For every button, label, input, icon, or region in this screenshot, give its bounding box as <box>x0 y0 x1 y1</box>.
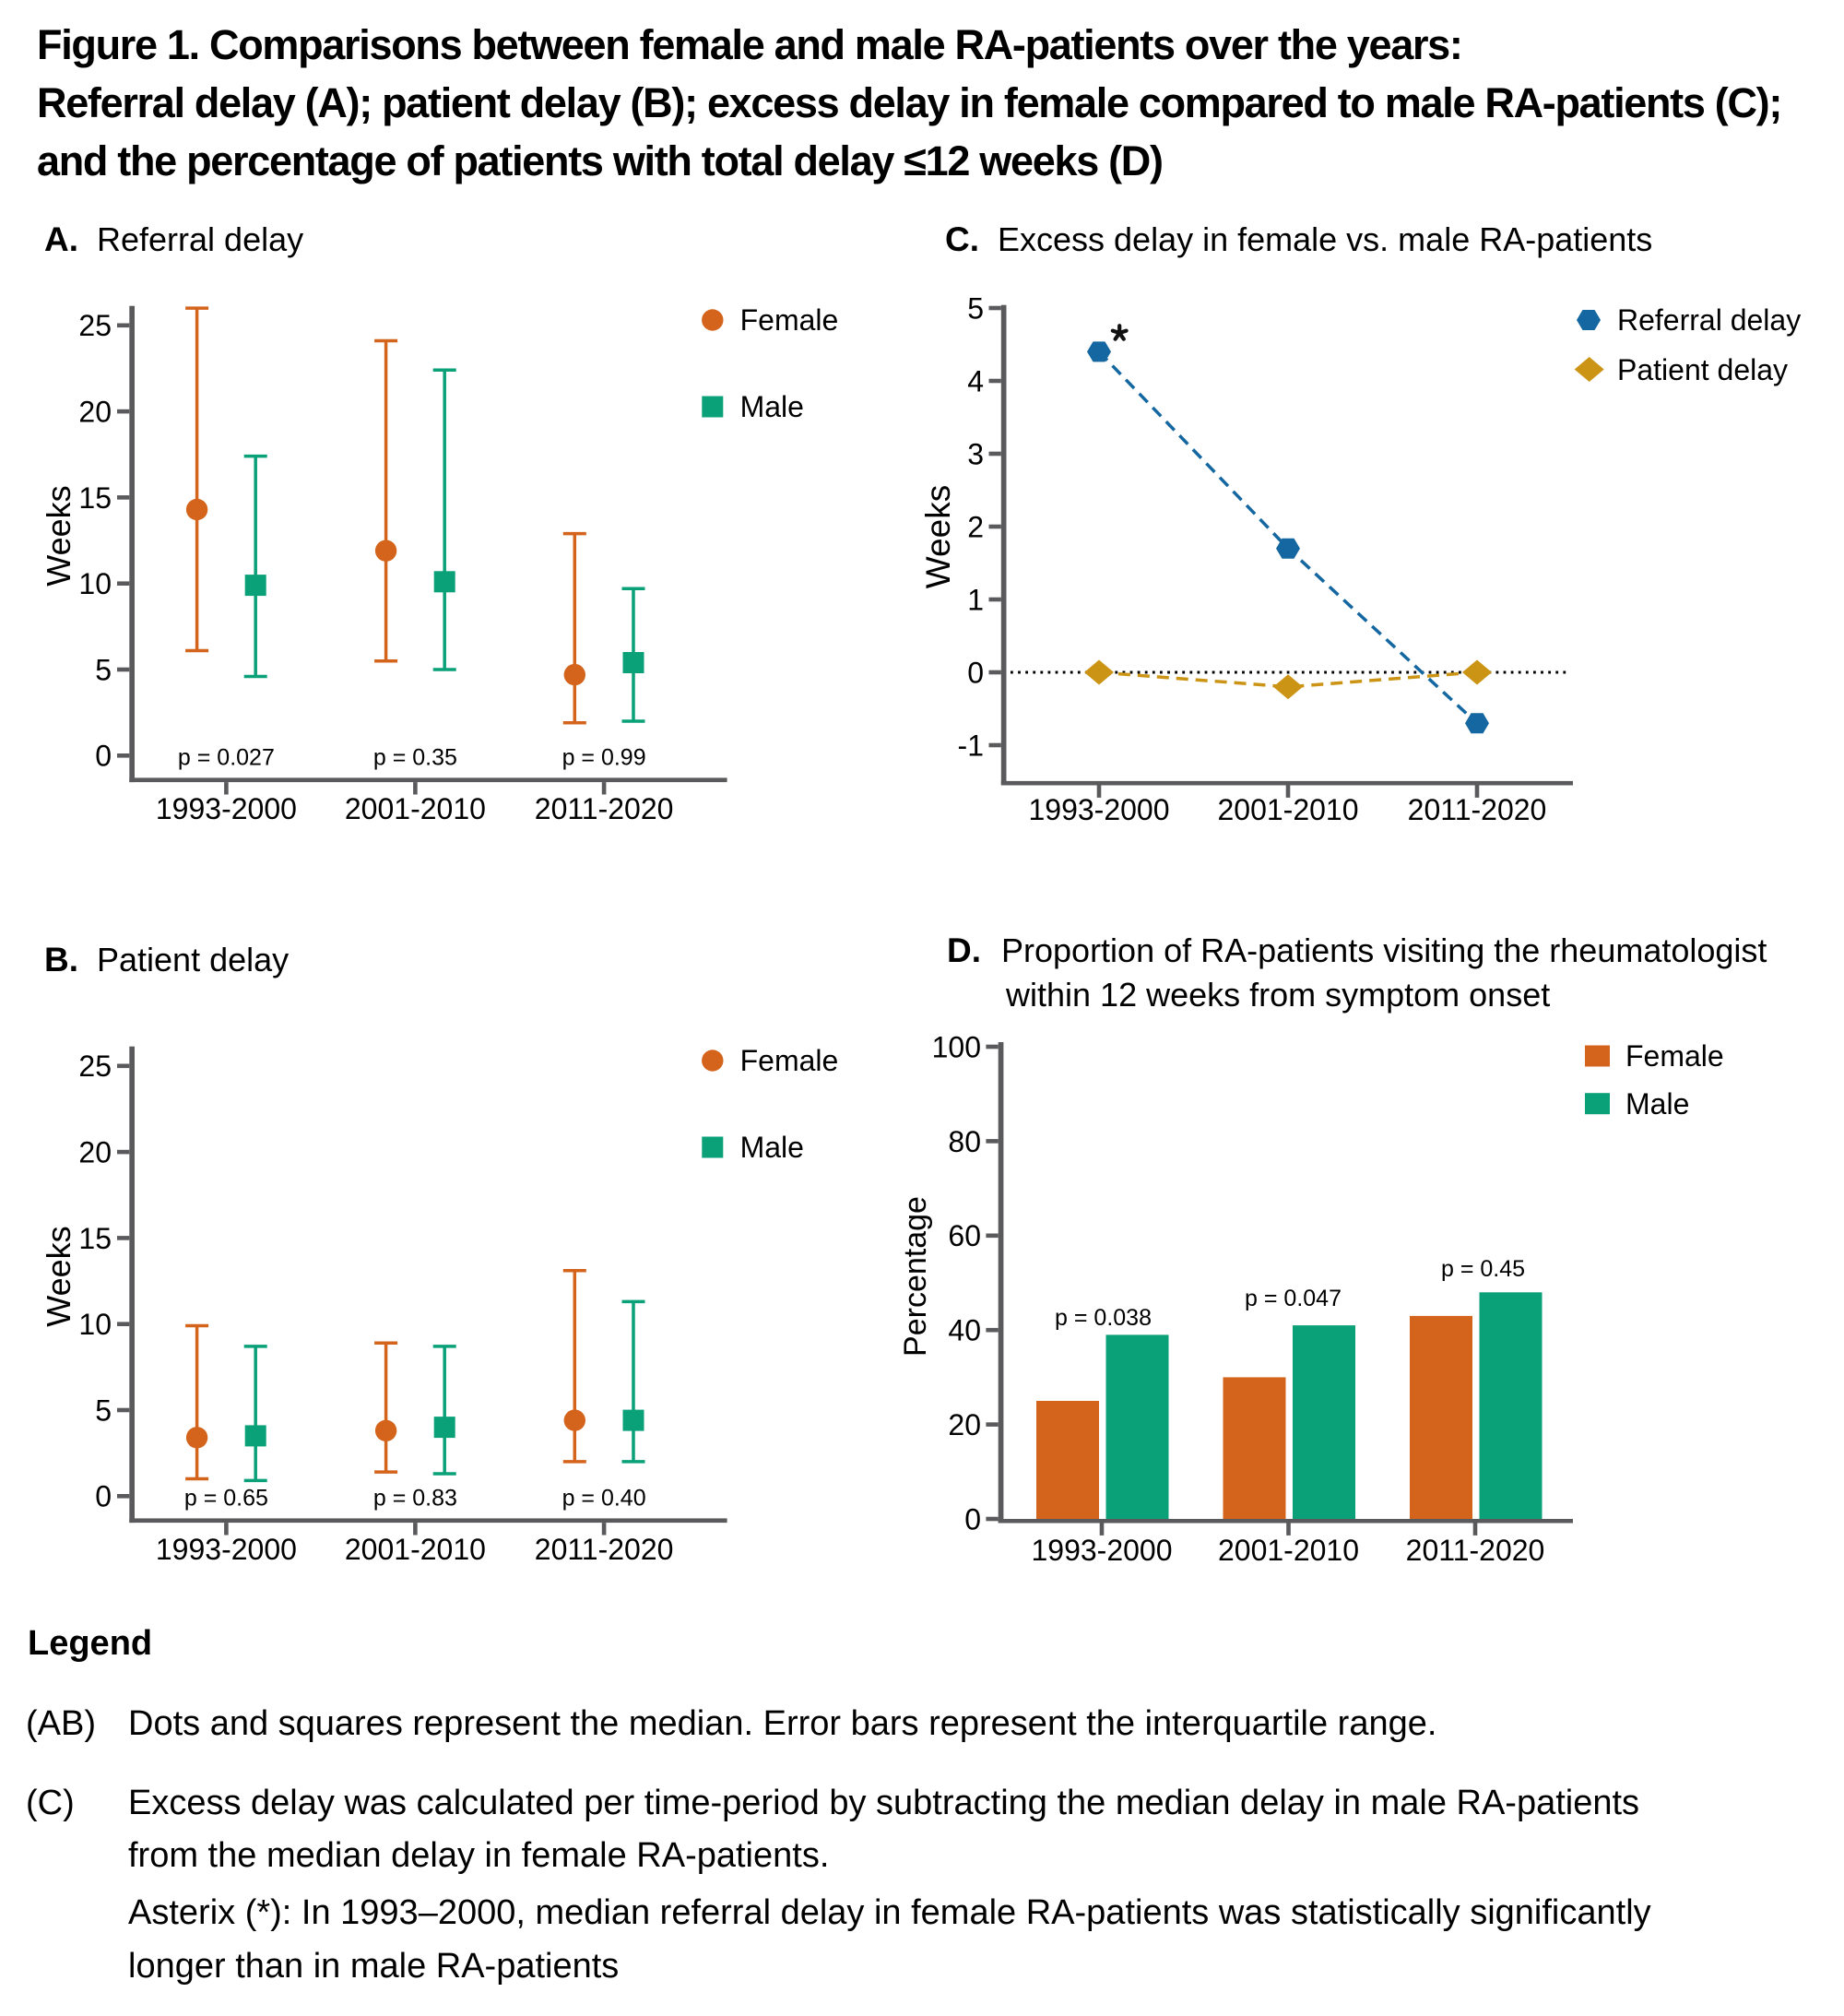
svg-text:Female: Female <box>740 1044 839 1077</box>
svg-text:15: 15 <box>78 1222 112 1255</box>
svg-text:Male: Male <box>1625 1087 1689 1121</box>
svg-text:0: 0 <box>95 1480 112 1513</box>
svg-text:p = 0.65: p = 0.65 <box>184 1486 268 1512</box>
svg-text:1993-2000: 1993-2000 <box>1031 1534 1172 1567</box>
svg-text:Patient delay: Patient delay <box>1617 353 1788 386</box>
svg-text:Proportion of RA-patients visi: Proportion of RA-patients visiting the r… <box>1001 931 1767 969</box>
svg-text:(AB): (AB) <box>26 1704 96 1743</box>
svg-text:Male: Male <box>740 390 804 423</box>
svg-text:40: 40 <box>948 1314 981 1347</box>
svg-text:5: 5 <box>95 653 112 686</box>
svg-text:Female: Female <box>740 303 839 337</box>
svg-text:Male: Male <box>740 1131 804 1164</box>
svg-text:Referral delay: Referral delay <box>1617 303 1801 337</box>
svg-text:0: 0 <box>964 1502 981 1536</box>
svg-text:Weeks: Weeks <box>40 485 77 586</box>
svg-text:20: 20 <box>78 396 112 429</box>
svg-text:p = 0.35: p = 0.35 <box>373 745 457 771</box>
svg-text:0: 0 <box>95 740 112 773</box>
svg-text:2: 2 <box>967 510 984 543</box>
svg-text:5: 5 <box>95 1393 112 1427</box>
svg-text:25: 25 <box>78 1050 112 1083</box>
svg-text:25: 25 <box>78 309 112 342</box>
svg-text:p = 0.99: p = 0.99 <box>562 745 646 771</box>
svg-text:2001-2010: 2001-2010 <box>345 792 486 825</box>
svg-text:2011-2020: 2011-2020 <box>535 792 674 825</box>
svg-text:(C): (C) <box>26 1784 75 1822</box>
svg-text:1993-2000: 1993-2000 <box>156 792 297 825</box>
svg-text:Referral delay: Referral delay <box>97 220 303 258</box>
svg-text:p = 0.027: p = 0.027 <box>178 745 275 771</box>
svg-text:20: 20 <box>948 1408 981 1441</box>
svg-text:60: 60 <box>948 1219 981 1252</box>
svg-text:p = 0.047: p = 0.047 <box>1245 1286 1342 1311</box>
svg-text:2001-2010: 2001-2010 <box>1217 793 1358 826</box>
svg-text:Asterix (*): In 1993–2000, med: Asterix (*): In 1993–2000, median referr… <box>128 1893 1651 1932</box>
svg-text:p = 0.83: p = 0.83 <box>373 1486 457 1512</box>
svg-text:D.: D. <box>947 931 981 969</box>
svg-text:Dots and squares represent the: Dots and squares represent the median. E… <box>128 1704 1436 1743</box>
svg-text:1: 1 <box>967 583 984 616</box>
svg-text:1993-2000: 1993-2000 <box>1028 793 1169 826</box>
svg-text:-1: -1 <box>958 729 984 762</box>
svg-text:15: 15 <box>78 481 112 515</box>
svg-text:2001-2010: 2001-2010 <box>1218 1534 1359 1567</box>
svg-text:from the median delay in femal: from the median delay in female RA-patie… <box>128 1836 829 1875</box>
svg-text:Female: Female <box>1625 1039 1724 1073</box>
svg-text:p = 0.038: p = 0.038 <box>1055 1305 1152 1331</box>
svg-text:80: 80 <box>948 1125 981 1158</box>
svg-text:Excess delay in female vs. mal: Excess delay in female vs. male RA-patie… <box>998 220 1652 258</box>
svg-text:2011-2020: 2011-2020 <box>1408 793 1547 826</box>
svg-text:Referral delay (A); patient de: Referral delay (A); patient delay (B); e… <box>37 79 1781 126</box>
svg-text:B.: B. <box>44 941 78 978</box>
svg-text:longer than in male RA-patient: longer than in male RA-patients <box>128 1947 619 1986</box>
svg-text:A.: A. <box>44 220 78 258</box>
svg-text:0: 0 <box>967 656 984 689</box>
svg-text:10: 10 <box>78 567 112 600</box>
svg-text:Percentage: Percentage <box>898 1196 933 1357</box>
svg-text:2001-2010: 2001-2010 <box>345 1533 486 1566</box>
svg-text:2011-2020: 2011-2020 <box>535 1533 674 1566</box>
svg-text:1993-2000: 1993-2000 <box>156 1533 297 1566</box>
svg-text:100: 100 <box>932 1030 981 1063</box>
svg-text:5: 5 <box>967 291 984 325</box>
svg-text:3: 3 <box>967 437 984 470</box>
svg-text:4: 4 <box>967 364 984 397</box>
svg-text:Weeks: Weeks <box>40 1226 77 1326</box>
svg-text:and the percentage of patients: and the percentage of patients with tota… <box>37 137 1163 184</box>
svg-text:Weeks: Weeks <box>919 485 957 588</box>
svg-text:Legend: Legend <box>28 1624 152 1663</box>
svg-text:within 12 weeks from symptom o: within 12 weeks from symptom onset <box>1005 976 1550 1014</box>
svg-text:Patient delay: Patient delay <box>97 941 289 978</box>
svg-text:C.: C. <box>945 220 979 258</box>
svg-text:p = 0.45: p = 0.45 <box>1441 1256 1525 1282</box>
svg-text:2011-2020: 2011-2020 <box>1406 1534 1545 1567</box>
svg-text:Excess delay was calculated pe: Excess delay was calculated per time-per… <box>128 1784 1639 1822</box>
svg-text:10: 10 <box>78 1308 112 1341</box>
svg-text:20: 20 <box>78 1136 112 1169</box>
svg-text:Figure 1. Comparisons between: Figure 1. Comparisons between female and… <box>37 21 1462 68</box>
svg-text:p = 0.40: p = 0.40 <box>562 1486 646 1512</box>
